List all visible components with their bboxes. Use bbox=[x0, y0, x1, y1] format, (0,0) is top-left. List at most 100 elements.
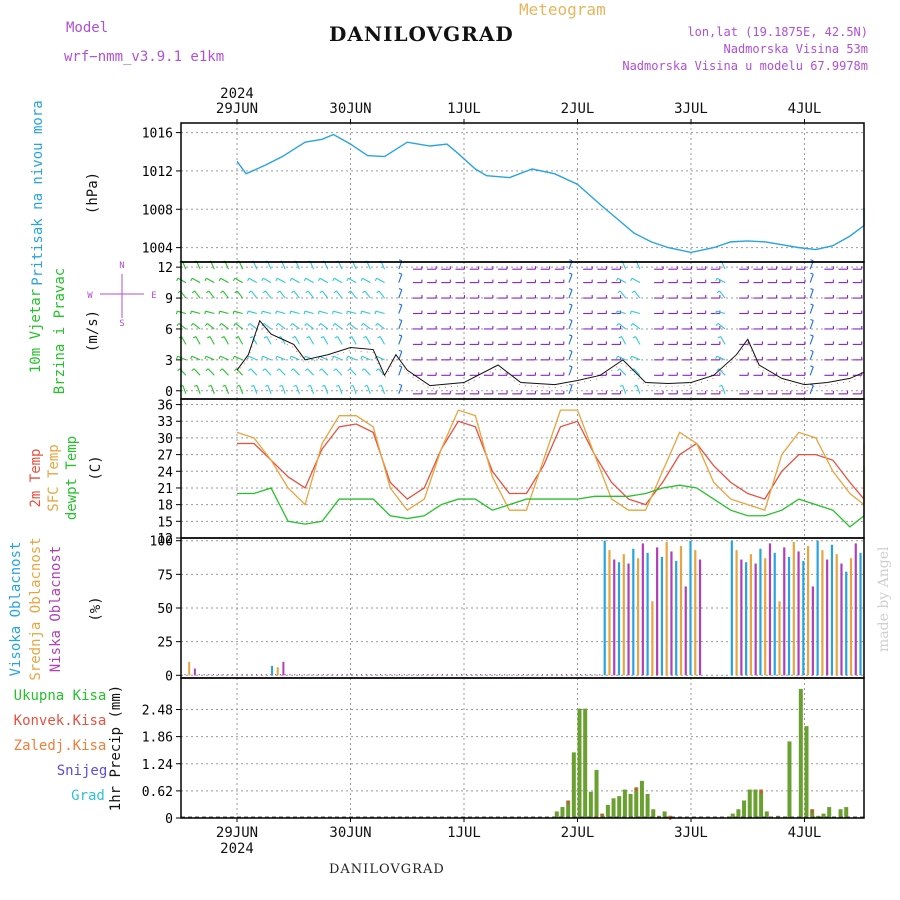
wind-barb-feather bbox=[248, 290, 252, 294]
precip-legend-item: Ukupna Kisa bbox=[14, 688, 107, 704]
cloud-bar bbox=[768, 543, 772, 676]
wind-barb bbox=[239, 385, 244, 395]
wind-barb-feather bbox=[175, 311, 178, 315]
precip-bar bbox=[605, 804, 610, 818]
wind-barb-feather bbox=[204, 277, 207, 282]
cloud-bar bbox=[811, 586, 814, 676]
wind-barb bbox=[348, 277, 357, 284]
wind-barb bbox=[320, 322, 329, 330]
wind-barb bbox=[219, 310, 229, 315]
cloud-bar bbox=[670, 551, 673, 676]
cloud-bar bbox=[617, 562, 621, 676]
wind-barb bbox=[333, 310, 343, 315]
precip-ylabel: 1hr Precip (mm) bbox=[108, 685, 124, 811]
cloud-bar bbox=[689, 540, 692, 676]
cloud-bar bbox=[778, 601, 781, 676]
precip-legend-item: Snijeg bbox=[57, 763, 108, 779]
cloud-bar bbox=[627, 563, 630, 676]
cloud-bar bbox=[826, 559, 829, 676]
wind-barb-feather bbox=[378, 384, 382, 387]
wind-barb bbox=[568, 289, 573, 299]
precip-bar bbox=[554, 811, 559, 818]
wind-panel: 0 3 6 9 12 bbox=[157, 261, 864, 400]
wind-barb bbox=[182, 385, 187, 395]
y-tick-label: 24 bbox=[157, 465, 173, 480]
wind-barb bbox=[319, 355, 329, 361]
wind-barb bbox=[191, 277, 201, 284]
date-axis: 29JUN 29JUN 30JUN 30JUN 1JUL 1JUL 2JUL 2JUL 3JUL… bbox=[216, 86, 821, 857]
wind-barb-feather bbox=[810, 303, 814, 306]
pressure-ylabel: Pritisak na nivou mora bbox=[30, 100, 46, 285]
wind-barb-feather bbox=[617, 290, 621, 294]
wind-barb bbox=[177, 355, 187, 361]
wind-barb-feather bbox=[276, 290, 281, 294]
compass-n: N bbox=[119, 261, 124, 271]
compass-e: E bbox=[151, 291, 156, 301]
wind-barb-feather bbox=[317, 277, 321, 282]
temp-unit: (C) bbox=[88, 455, 104, 480]
wind-barb-feather bbox=[810, 272, 814, 275]
cloud-bar bbox=[859, 552, 862, 676]
wind-barb-feather bbox=[332, 277, 335, 282]
wind-barb bbox=[379, 336, 386, 345]
cloud-bar bbox=[271, 665, 274, 676]
wind-barb-feather bbox=[262, 290, 266, 294]
wind-barb-feather bbox=[569, 334, 573, 337]
y-tick-label: 9 bbox=[165, 292, 173, 307]
wind-barb-feather bbox=[263, 336, 267, 339]
wind-barb bbox=[375, 310, 385, 315]
wind-barb-feather bbox=[318, 323, 322, 327]
wind-barb bbox=[376, 277, 385, 284]
precip-bar bbox=[838, 809, 843, 818]
wind-barb-feather bbox=[346, 355, 349, 360]
cloud-bar bbox=[802, 560, 805, 676]
wind-barb-feather bbox=[715, 277, 718, 282]
cloud-bar bbox=[675, 560, 678, 676]
precip-bar bbox=[730, 813, 735, 818]
wind-barb bbox=[235, 322, 244, 330]
wind-barb-feather bbox=[175, 355, 179, 360]
wind-barb-feather bbox=[236, 384, 240, 387]
pressure-unit: (hPa) bbox=[85, 172, 101, 214]
elevation-label: Nadmorska Visina 53m bbox=[723, 42, 869, 56]
y-tick-label: 18 bbox=[157, 499, 173, 514]
clouds-panel: 0 25 50 75 100 bbox=[150, 535, 864, 684]
wind-barb bbox=[809, 320, 814, 330]
cloud-bar bbox=[282, 661, 285, 676]
cloud-bar bbox=[759, 548, 762, 676]
wind-barb-feather bbox=[398, 318, 403, 322]
precip-legend-item: Zaledj.Kisa bbox=[14, 738, 107, 754]
wind-barb bbox=[716, 310, 726, 315]
wind-barb bbox=[278, 368, 286, 376]
wind-barb bbox=[809, 335, 814, 345]
wind-barb bbox=[568, 273, 573, 283]
wind-barb-feather bbox=[715, 311, 717, 315]
wind-barb-feather bbox=[190, 277, 193, 282]
precip-bar bbox=[571, 752, 576, 818]
mid-cloud-ylabel: Srednja Oblacnost bbox=[28, 537, 44, 680]
wind-barb bbox=[622, 385, 627, 395]
wind-barb-feather bbox=[303, 311, 306, 315]
low-cloud-ylabel: Niska Oblacnost bbox=[48, 546, 64, 672]
wind-barb bbox=[220, 277, 229, 284]
wind-barb bbox=[398, 320, 403, 330]
wind-barb bbox=[719, 290, 726, 299]
cloud-bar bbox=[749, 554, 752, 676]
precip-bar bbox=[798, 688, 803, 818]
wind-barb bbox=[352, 385, 357, 395]
wind-barb bbox=[178, 322, 187, 330]
wind-barb-feather bbox=[810, 288, 814, 291]
precip-bar bbox=[662, 811, 667, 818]
wind-barb bbox=[192, 322, 201, 330]
wind-barb-feather bbox=[204, 323, 208, 327]
wind-barb bbox=[291, 322, 300, 330]
lonlat-label: lon,lat (19.1875E, 42.5N) bbox=[687, 25, 868, 39]
cloud-bar bbox=[821, 550, 824, 676]
wind-barb bbox=[335, 368, 343, 376]
wind-barb-feather bbox=[321, 384, 325, 387]
sfc-temp-ylabel: SFC Temp bbox=[46, 444, 62, 511]
wind-barb-feather bbox=[810, 334, 814, 337]
wind-barb-feather bbox=[331, 311, 334, 315]
wind-barb-feather bbox=[360, 355, 363, 360]
wind-barb bbox=[267, 385, 272, 395]
